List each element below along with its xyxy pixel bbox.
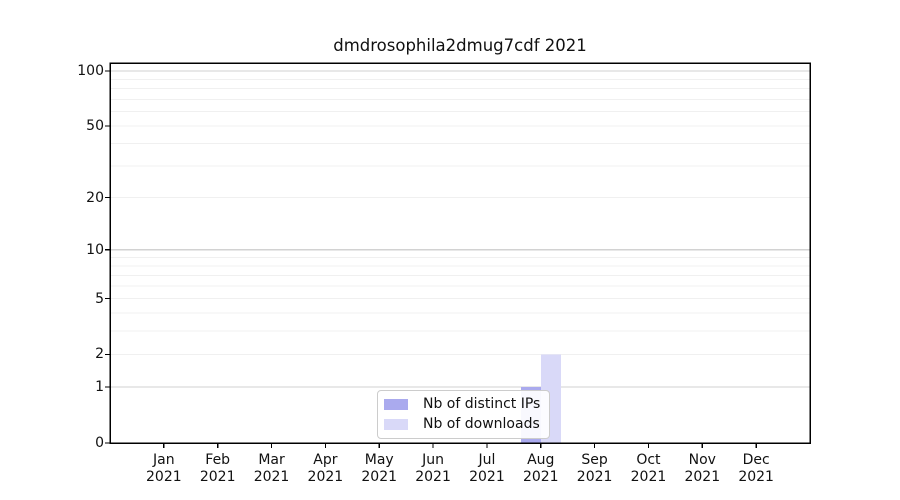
legend-swatch-distinct-ips [384, 399, 408, 410]
legend-item-distinct-ips: Nb of distinct IPs [384, 396, 540, 413]
x-tick-label: Dec 2021 [738, 452, 774, 485]
y-tick-label: 0 [95, 435, 104, 451]
y-tick-label: 1 [95, 379, 104, 396]
y-tick-label: 20 [86, 189, 104, 206]
x-tick-label: Jan 2021 [146, 452, 182, 485]
legend-label-distinct-ips: Nb of distinct IPs [423, 396, 541, 412]
plot-border [109, 62, 811, 444]
y-tick-label: 5 [95, 290, 104, 307]
x-tick-label: Sep 2021 [576, 452, 613, 485]
x-tick-label: Apr 2021 [307, 452, 344, 485]
y-tick-label: 100 [77, 62, 104, 79]
y-tick-label: 2 [95, 346, 104, 363]
legend-label-downloads: Nb of downloads [423, 416, 540, 432]
legend: Nb of distinct IPs Nb of downloads [377, 390, 551, 439]
x-tick-label: May 2021 [361, 452, 398, 485]
y-tick-label: 10 [86, 241, 104, 258]
x-tick-label: Feb 2021 [199, 452, 236, 485]
legend-item-downloads: Nb of downloads [384, 416, 540, 433]
x-tick-label: Jul 2021 [469, 452, 505, 485]
x-tick-label: Aug 2021 [522, 452, 559, 485]
legend-swatch-downloads [384, 419, 408, 430]
x-tick-label: Jun 2021 [415, 452, 451, 485]
x-tick-label: Nov 2021 [684, 452, 721, 485]
x-tick-label: Oct 2021 [630, 452, 667, 485]
x-tick-label: Mar 2021 [253, 452, 290, 485]
chart-title: dmdrosophila2dmug7cdf 2021 [333, 36, 587, 55]
y-tick-label: 50 [86, 118, 104, 134]
